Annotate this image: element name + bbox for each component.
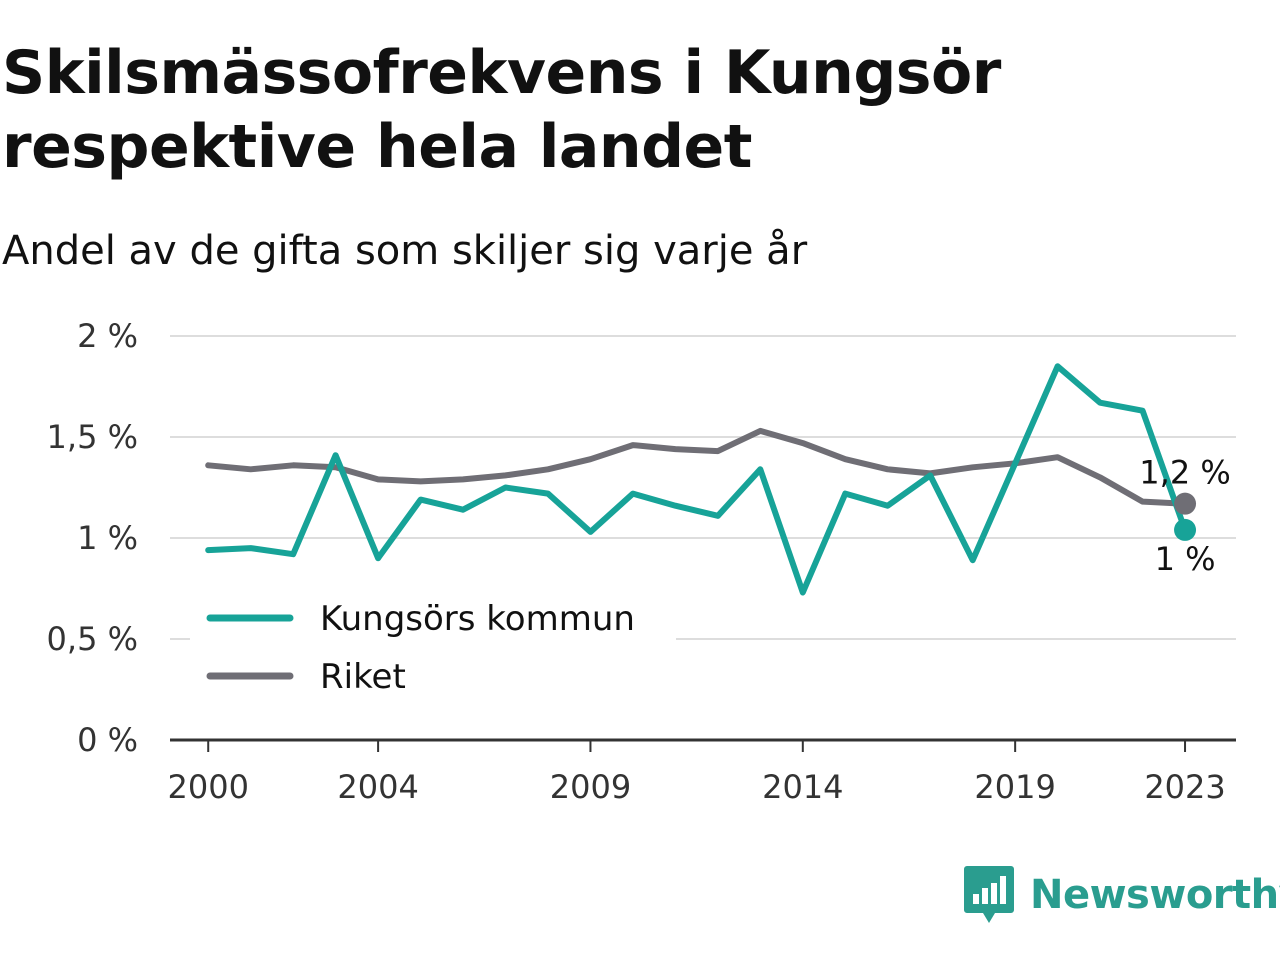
series-end-point-kungsor — [1174, 518, 1197, 541]
x-tick-label: 2014 — [762, 768, 843, 806]
y-tick-label: 2 % — [77, 317, 138, 355]
x-tick-label: 2023 — [1144, 768, 1225, 806]
brand-logo: Newsworthy — [964, 866, 1280, 924]
chart-title-line-2: respektive hela landet — [2, 112, 752, 182]
end-label-riket: 1,2 % — [1139, 454, 1230, 492]
x-tick-label: 2019 — [974, 768, 1055, 806]
y-tick-label: 1 % — [77, 519, 138, 557]
brand-name: Newsworthy — [1030, 872, 1280, 918]
series-line-kungsor — [205, 363, 1188, 596]
chart-title: Skilsmässofrekvens i Kungsör respektive … — [2, 36, 1262, 184]
y-tick-label: 0,5 % — [47, 620, 138, 658]
end-label-kungsor: 1 % — [1155, 540, 1216, 578]
x-tick-label: 2009 — [550, 768, 631, 806]
y-tick-label: 0 % — [77, 721, 138, 759]
x-tick-label: 2004 — [337, 768, 418, 806]
newsworthy-logo-icon — [964, 866, 1014, 923]
series-end-point-riket — [1174, 492, 1197, 515]
legend-label-kungsor: Kungsörs kommun — [320, 599, 635, 639]
chart-title-line-1: Skilsmässofrekvens i Kungsör — [2, 38, 1001, 108]
x-tick-label: 2000 — [168, 768, 249, 806]
legend-background — [190, 590, 676, 712]
legend-label-riket: Riket — [320, 657, 406, 697]
series-line-riket — [205, 427, 1188, 507]
chart-subtitle: Andel av de gifta som skiljer sig varje … — [2, 228, 808, 274]
y-tick-label: 1,5 % — [47, 418, 138, 456]
